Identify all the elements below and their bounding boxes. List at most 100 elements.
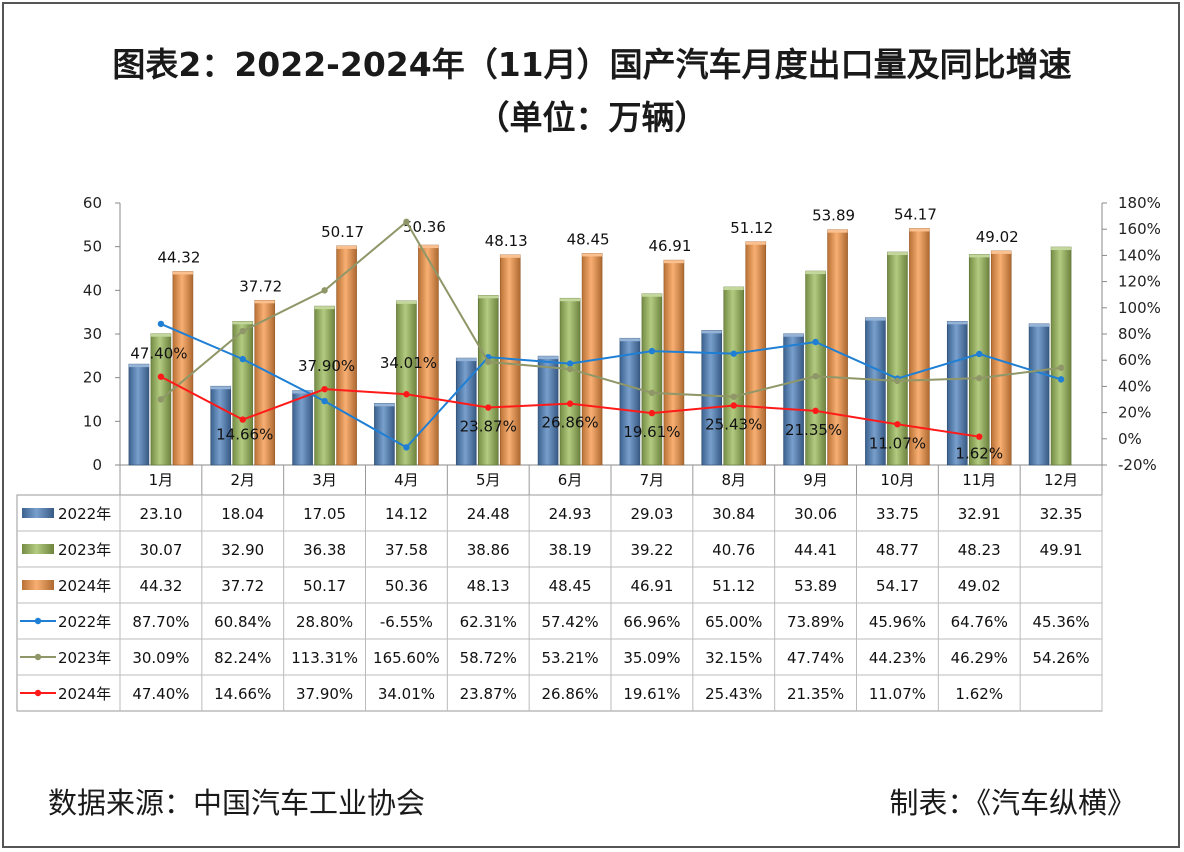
- line-point-2022年: [730, 350, 737, 357]
- bar-2023年: [968, 254, 990, 466]
- data-table-cell: 51.12: [712, 577, 755, 595]
- bar-2022年: [619, 337, 641, 466]
- data-table-cell: 14.66%: [214, 685, 271, 703]
- line-point-2022年: [239, 355, 246, 363]
- bar-top-2022年: [701, 330, 722, 334]
- data-table-cell: 33.75: [876, 505, 919, 523]
- data-table-cell: 19.61%: [623, 685, 680, 703]
- line-point-2023年: [648, 389, 656, 397]
- right-axis-tick-label: 100%: [1118, 299, 1161, 317]
- left-axis-tick-label: 50: [83, 238, 102, 256]
- line-point-2024年: [976, 433, 983, 440]
- line-point-2022年: [1057, 376, 1065, 383]
- bar-top-2022年: [619, 338, 640, 342]
- line-point-2024年: [157, 373, 165, 380]
- x-axis-category-label: 6月: [558, 471, 583, 489]
- left-axis-tick-label: 0: [92, 456, 102, 474]
- data-table-cell: 30.84: [712, 505, 755, 523]
- data-table-cell: 44.32: [139, 577, 182, 595]
- legend-series-name: 2024年: [58, 577, 111, 595]
- right-axis-tick-label: 180%: [1118, 194, 1161, 212]
- line-point-2023年: [812, 373, 819, 380]
- data-table-cell: 39.22: [630, 541, 673, 559]
- line-data-label: 47.40%: [130, 345, 187, 363]
- bar-2023年: [887, 251, 908, 466]
- right-axis-tick-label: 60%: [1118, 351, 1151, 369]
- data-table-cell: 65.00%: [705, 613, 762, 631]
- data-table-cell: -6.55%: [380, 613, 433, 631]
- data-table-cell: 37.58: [385, 541, 428, 559]
- data-table-cell: 113.31%: [291, 649, 358, 667]
- bar-data-label: 53.89: [812, 207, 855, 225]
- data-table-cell: 45.96%: [869, 613, 926, 631]
- bar-2022年: [783, 333, 804, 466]
- data-table-cell: 53.89: [794, 577, 837, 595]
- right-axis-tick-label: 140%: [1118, 246, 1161, 264]
- data-table-cell: 48.45: [549, 577, 592, 595]
- data-table-cell: 48.23: [958, 541, 1001, 559]
- line-point-2023年: [1057, 364, 1065, 371]
- line-data-label: 1.62%: [955, 445, 1003, 463]
- bar-top-2024年: [500, 254, 521, 258]
- line-data-label: 21.35%: [785, 421, 842, 439]
- data-table-cell: 24.48: [467, 505, 510, 523]
- bar-top-2022年: [947, 321, 968, 325]
- data-table-cell: 54.26%: [1032, 649, 1089, 667]
- x-axis-category-label: 2月: [230, 471, 255, 489]
- bar-top-2022年: [374, 403, 395, 407]
- legend-series-name: 2024年: [58, 685, 111, 703]
- bar-2023年: [723, 286, 745, 466]
- bar-2022年: [292, 390, 313, 466]
- left-axis-tick-label: 20: [83, 369, 102, 387]
- bar-data-label: 50.36: [403, 218, 446, 236]
- data-table-cell: 38.19: [549, 541, 592, 559]
- bar-data-label: 49.02: [976, 228, 1019, 246]
- bar-2022年: [128, 363, 150, 466]
- data-table-cell: 47.40%: [132, 685, 189, 703]
- line-data-label: 25.43%: [705, 415, 762, 433]
- data-table-cell: 66.96%: [623, 613, 680, 631]
- line-2023年: [160, 220, 1062, 401]
- line-point-2023年: [239, 327, 246, 335]
- chart-title: 图表2：2022-2024年（11月）国产汽车月度出口量及同比增速: [112, 45, 1072, 84]
- data-table-cell: 58.72%: [460, 649, 517, 667]
- data-table-cell: 26.86%: [541, 685, 598, 703]
- bar-data-label: 46.91: [648, 237, 691, 255]
- line-point-2022年: [648, 347, 656, 355]
- data-table-cell: 23.10: [139, 505, 182, 523]
- line-point-2024年: [730, 402, 737, 409]
- data-table-cell: 40.76: [712, 541, 755, 559]
- data-table-cell: 46.29%: [951, 649, 1008, 667]
- line-point-2023年: [321, 287, 328, 294]
- bar-2022年: [701, 330, 723, 466]
- data-table-cell: 14.12: [385, 505, 428, 523]
- x-axis-category-label: 11月: [962, 471, 996, 489]
- bar-top-2024年: [909, 228, 930, 232]
- data-table-cell: 48.13: [467, 577, 510, 595]
- x-axis-category-label: 8月: [721, 471, 746, 489]
- data-table-cell: 17.05: [303, 505, 346, 523]
- data-table-cell: 28.80%: [296, 613, 353, 631]
- bar-top-2024年: [745, 241, 766, 245]
- bar-top-2023年: [150, 333, 171, 337]
- bar-top-2024年: [336, 245, 357, 249]
- right-axis-tick-label: 160%: [1118, 220, 1161, 238]
- line-point-2024年: [894, 421, 901, 428]
- x-axis-category-label: 1月: [149, 471, 174, 489]
- data-table-cell: 82.24%: [214, 649, 271, 667]
- data-table-cell: 23.87%: [460, 685, 517, 703]
- legend-series-name: 2023年: [58, 649, 111, 667]
- line-point-2024年: [239, 416, 246, 423]
- bar-top-2024年: [991, 250, 1012, 254]
- data-table-cell: 34.01%: [378, 685, 435, 703]
- bar-2022年: [946, 320, 968, 466]
- line-point-2023年: [976, 374, 983, 382]
- line-point-2022年: [566, 360, 574, 367]
- data-table-cell: 44.23%: [869, 649, 926, 667]
- bar-top-2023年: [723, 287, 744, 291]
- left-axis-tick-label: 30: [83, 325, 102, 343]
- data-table-cell: 25.43%: [705, 685, 762, 703]
- data-table-cell: 47.74%: [787, 649, 844, 667]
